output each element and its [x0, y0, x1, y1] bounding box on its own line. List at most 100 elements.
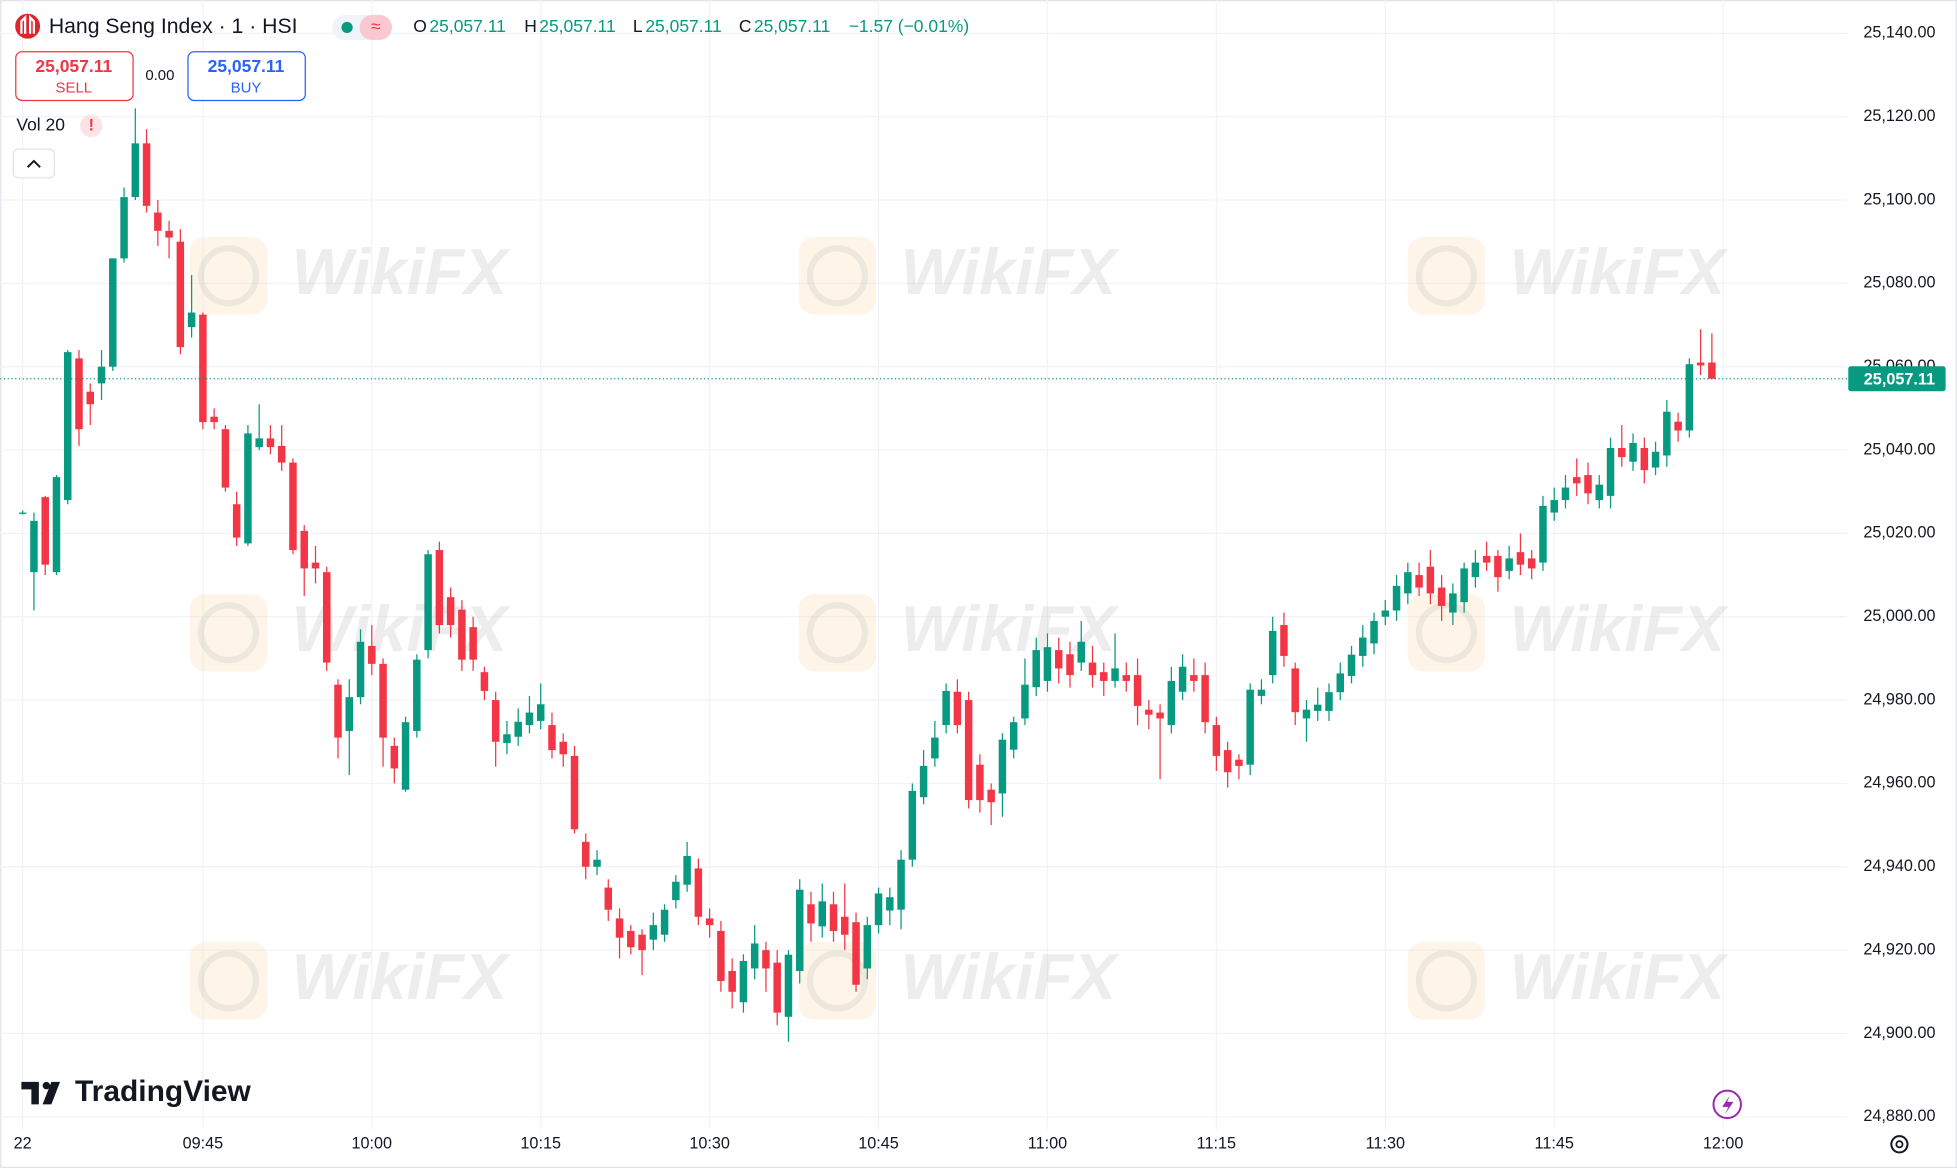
- delay-badge[interactable]: [359, 14, 393, 40]
- candle-body: [1291, 668, 1299, 713]
- ohlc-value: 25,057.11: [645, 16, 721, 36]
- watermark-logo: [189, 237, 268, 315]
- candle-body: [1201, 675, 1209, 723]
- lightning-button[interactable]: [1712, 1089, 1742, 1120]
- candle-body: [1325, 692, 1333, 711]
- candle-body: [1009, 722, 1018, 750]
- candle-body: [919, 765, 928, 798]
- x-tick-label: 09:45: [183, 1135, 224, 1153]
- candle-body: [807, 904, 815, 924]
- buy-button[interactable]: [187, 51, 306, 102]
- collapse-icon: [26, 159, 41, 168]
- spread: 0.00: [145, 67, 174, 84]
- candle-body: [739, 960, 748, 1003]
- buy-price: 25,057.11: [208, 56, 285, 76]
- candle-body: [210, 416, 218, 423]
- y-tick-label: 25,000.00: [1863, 607, 1935, 625]
- candle-body: [1606, 447, 1615, 496]
- candle-body: [1223, 750, 1232, 773]
- ohlc-value: 25,057.11: [429, 16, 505, 36]
- candle-body: [582, 841, 590, 867]
- candle-body: [1246, 689, 1254, 765]
- candle-body: [491, 700, 500, 742]
- candle-body: [458, 609, 466, 660]
- candle-body: [1449, 593, 1457, 613]
- brand-logo-dot: [42, 1081, 51, 1090]
- settings-button[interactable]: [1890, 1135, 1909, 1154]
- candle-body: [187, 312, 196, 328]
- warning-badge[interactable]: [80, 114, 103, 138]
- watermark: WikiFX: [901, 235, 1120, 308]
- candle-body: [1561, 487, 1570, 501]
- candle-body: [863, 925, 872, 969]
- warning-icon: !: [89, 116, 94, 134]
- y-tick-label: 24,880.00: [1863, 1107, 1935, 1125]
- candle-body: [559, 741, 567, 755]
- candle-body: [379, 663, 387, 738]
- y-tick-label: 24,980.00: [1863, 690, 1935, 708]
- symbol[interactable]: Hang Seng Index · 1 · HSI: [49, 15, 298, 38]
- candle-body: [41, 497, 49, 565]
- candle-body: [1077, 641, 1085, 663]
- y-tick-label: 25,100.00: [1863, 190, 1935, 208]
- candle-body: [1584, 475, 1592, 494]
- candle-body: [469, 627, 477, 660]
- candle-body: [1190, 675, 1198, 681]
- sell-button[interactable]: [15, 51, 134, 102]
- collapse-button[interactable]: [12, 148, 56, 179]
- candle-body: [750, 943, 759, 969]
- candle-body: [86, 391, 95, 405]
- candle-body: [841, 916, 849, 935]
- ohlc-label: L: [633, 16, 643, 36]
- last-price-label: 25,057.11: [1864, 370, 1935, 388]
- candle-body: [232, 504, 241, 538]
- candle-body: [874, 893, 883, 926]
- volume-indicator[interactable]: Vol 20: [16, 115, 65, 135]
- sell-price: 25,057.11: [35, 56, 112, 76]
- candle-body: [1539, 505, 1547, 563]
- y-tick-label: 24,960.00: [1863, 774, 1935, 792]
- candle-body: [1212, 725, 1221, 756]
- candle-body: [277, 445, 286, 463]
- watermark-logo: [798, 593, 877, 672]
- candle-body: [1043, 647, 1052, 681]
- candle-body: [604, 887, 613, 910]
- candle-body: [1122, 675, 1131, 681]
- y-tick-label: 24,940.00: [1863, 857, 1935, 875]
- candle-body: [1392, 585, 1401, 611]
- watermark: WikiFX: [292, 940, 511, 1013]
- watermark-logo-ring: [1415, 602, 1478, 664]
- y-tick-label: 25,040.00: [1863, 440, 1935, 458]
- candle-body: [1257, 689, 1266, 696]
- ohlc-label: C: [739, 16, 752, 36]
- candle-body: [266, 438, 275, 448]
- watermark-logo: [189, 942, 268, 1020]
- candle-body: [1415, 575, 1423, 588]
- candle-body: [1426, 566, 1435, 594]
- y-tick-label: 25,120.00: [1863, 107, 1935, 125]
- candle-body: [1629, 442, 1637, 462]
- candle-body: [109, 258, 117, 367]
- candle-body: [525, 712, 534, 726]
- watermark-logo-ring: [806, 602, 869, 664]
- candle-body: [649, 925, 658, 940]
- candle-body: [176, 241, 185, 348]
- x-tick-label: 10:45: [858, 1135, 899, 1153]
- candle-body: [1021, 684, 1029, 719]
- candle-body: [762, 950, 770, 969]
- brand[interactable]: TradingView: [75, 1075, 252, 1108]
- candle-body: [536, 704, 545, 721]
- x-tick-label: 11:15: [1197, 1135, 1236, 1153]
- delay-icon: ≈: [371, 16, 381, 36]
- y-tick-label: 25,140.00: [1863, 24, 1935, 42]
- candle-body: [503, 734, 511, 744]
- x-tick-label: 10:00: [351, 1135, 392, 1153]
- candle-body: [672, 881, 680, 901]
- candle-body: [976, 764, 984, 801]
- candle-body: [1133, 675, 1142, 706]
- candle-body: [1235, 759, 1243, 766]
- x-tick-label: 10:15: [520, 1135, 561, 1153]
- candle-body: [1618, 447, 1626, 458]
- candle-body: [593, 859, 601, 867]
